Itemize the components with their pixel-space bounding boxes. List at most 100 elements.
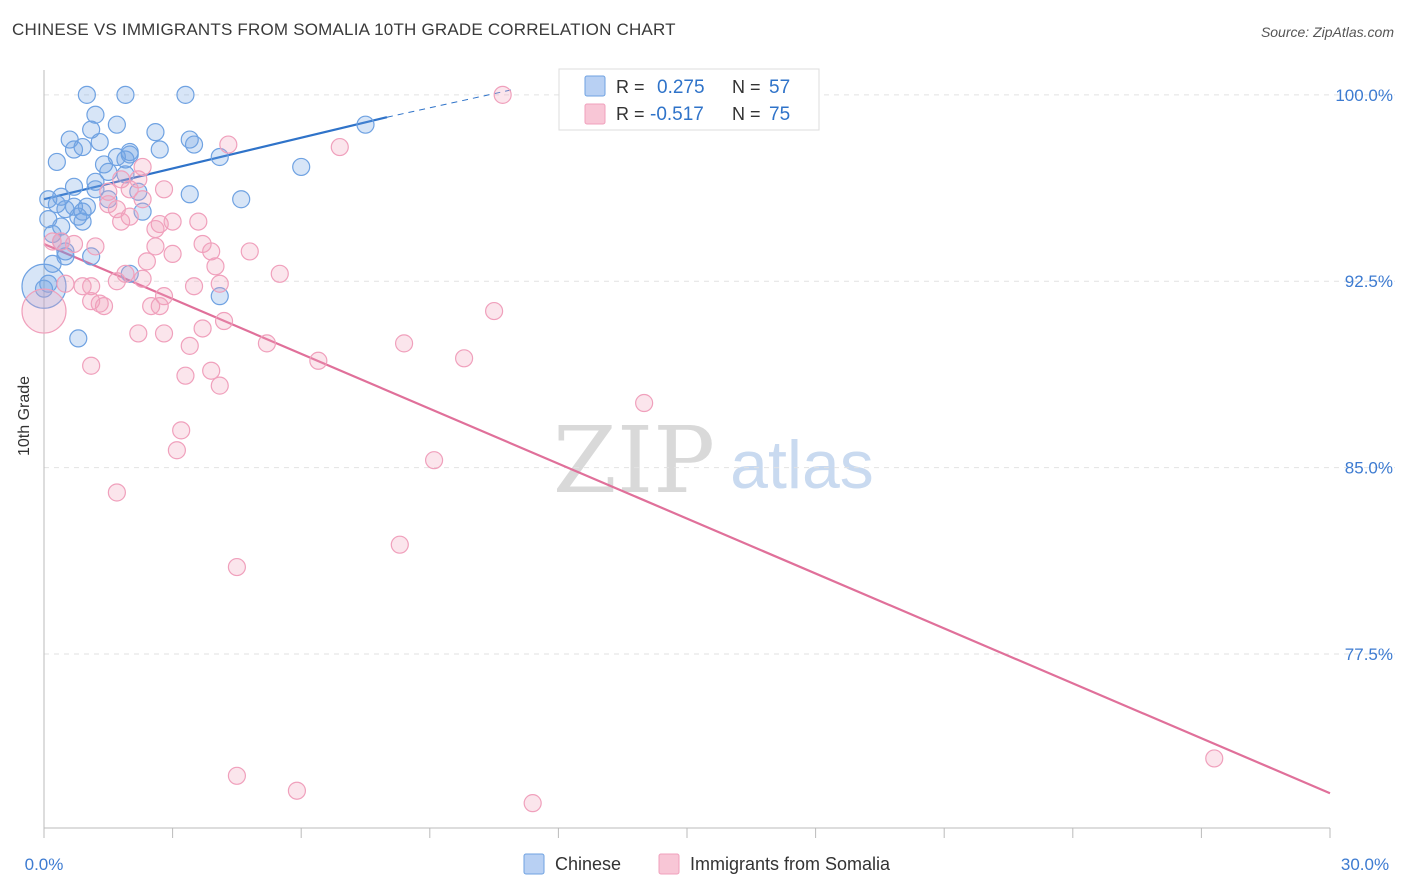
chinese-point <box>210 287 229 306</box>
somalia-point <box>523 794 542 813</box>
chinese-point <box>69 329 88 348</box>
somalia-point <box>86 237 105 256</box>
somalia-point <box>330 137 349 157</box>
somalia-point <box>154 324 174 343</box>
somalia-point <box>154 180 174 199</box>
source-label: Source: ZipAtlas.com <box>1260 24 1394 40</box>
y-tick-label: 92.5% <box>1345 272 1393 291</box>
y-tick-label: 85.0% <box>1345 459 1393 478</box>
somalia-point <box>202 361 221 380</box>
bottom-legend-swatch-chinese <box>523 853 545 875</box>
chinese-point <box>82 247 101 266</box>
chinese-point <box>210 147 229 167</box>
chinese-point <box>82 120 101 139</box>
somalia-point <box>202 242 221 261</box>
bottom-legend-swatch-somalia <box>658 853 680 875</box>
somalia-point <box>309 351 328 370</box>
somalia-point <box>214 311 234 331</box>
somalia-point <box>485 301 504 321</box>
legend-n-value-chinese: 57 <box>769 77 790 98</box>
somalia-point <box>227 766 246 785</box>
somalia-point <box>394 334 414 353</box>
somalia-point <box>1205 749 1224 768</box>
somalia-point <box>107 272 126 291</box>
somalia-point <box>206 257 225 276</box>
somalia-point <box>493 85 512 104</box>
somalia-point <box>150 296 169 316</box>
chinese-trend-line <box>43 116 388 201</box>
watermark-zip: ZIP <box>553 407 715 514</box>
chinese-point <box>39 210 58 229</box>
chinese-point <box>107 115 126 134</box>
legend-r-value-somalia: -0.517 <box>650 104 704 125</box>
somalia-point <box>163 244 182 264</box>
somalia-point <box>635 393 654 413</box>
x-tick-label: 0.0% <box>25 855 64 874</box>
chinese-point <box>77 85 96 104</box>
somalia-point <box>94 296 114 316</box>
somalia-point <box>424 451 444 470</box>
x-tick-label: 30.0% <box>1341 855 1389 874</box>
chart-title: CHINESE VS IMMIGRANTS FROM SOMALIA 10TH … <box>12 20 676 39</box>
somalia-point <box>180 336 199 355</box>
chinese-trend-extension <box>386 89 512 118</box>
bottom-legend-label-somalia: Immigrants from Somalia <box>690 854 891 874</box>
chinese-point <box>356 115 375 134</box>
somalia-point <box>163 212 182 231</box>
somalia-point <box>240 242 259 261</box>
legend-swatch-chinese <box>584 75 606 97</box>
somalia-point <box>193 319 212 338</box>
somalia-point <box>210 274 229 293</box>
somalia-point <box>176 366 195 385</box>
somalia-point <box>184 277 204 296</box>
somalia-point <box>120 180 139 199</box>
somalia-point <box>454 349 474 368</box>
somalia-point <box>189 212 208 231</box>
legend-swatch-somalia <box>584 103 606 125</box>
legend-r-label: R = <box>616 77 645 97</box>
somalia-point <box>257 334 277 353</box>
watermark-atlas: atlas <box>730 427 874 503</box>
somalia-point <box>129 324 148 343</box>
bottom-legend-label-chinese: Chinese <box>555 854 621 874</box>
y-tick-label: 77.5% <box>1345 645 1393 664</box>
somalia-point <box>133 269 152 288</box>
chinese-point <box>86 172 105 191</box>
somalia-point <box>167 441 186 460</box>
legend-n-label: N = <box>732 104 761 124</box>
legend-box: R = 0.275 N = 57 R = -0.517 N = 75 <box>558 68 820 131</box>
chinese-point <box>150 140 169 159</box>
somalia-point <box>64 234 84 254</box>
somalia-point <box>210 376 229 395</box>
somalia-point <box>133 190 152 209</box>
somalia-point <box>146 237 165 256</box>
chinese-point <box>116 85 135 104</box>
somalia-point <box>146 219 165 239</box>
chinese-point <box>176 85 195 104</box>
legend-r-value-chinese: 0.275 <box>657 77 705 98</box>
somalia-point <box>137 252 156 271</box>
legend-n-label: N = <box>732 77 761 97</box>
chinese-point <box>120 145 139 164</box>
chinese-point <box>73 212 92 231</box>
somalia-point <box>82 356 101 375</box>
chinese-point <box>64 177 84 196</box>
legend-r-label: R = <box>616 104 645 124</box>
somalia-point <box>120 207 139 226</box>
somalia-point <box>112 212 131 231</box>
chinese-point <box>47 152 66 172</box>
somalia-point <box>107 483 126 502</box>
somalia-point <box>287 781 307 800</box>
somalia-point <box>270 264 289 283</box>
somalia-point <box>21 288 67 334</box>
somalia-point <box>99 182 118 201</box>
somalia-point <box>99 195 118 214</box>
somalia-point <box>154 287 174 306</box>
chinese-point <box>86 105 105 124</box>
chinese-point <box>64 140 84 159</box>
chinese-point <box>180 185 199 204</box>
somalia-point <box>219 135 238 154</box>
somalia-point <box>227 557 246 577</box>
bottom-legend: Chinese Immigrants from Somalia <box>523 853 891 875</box>
